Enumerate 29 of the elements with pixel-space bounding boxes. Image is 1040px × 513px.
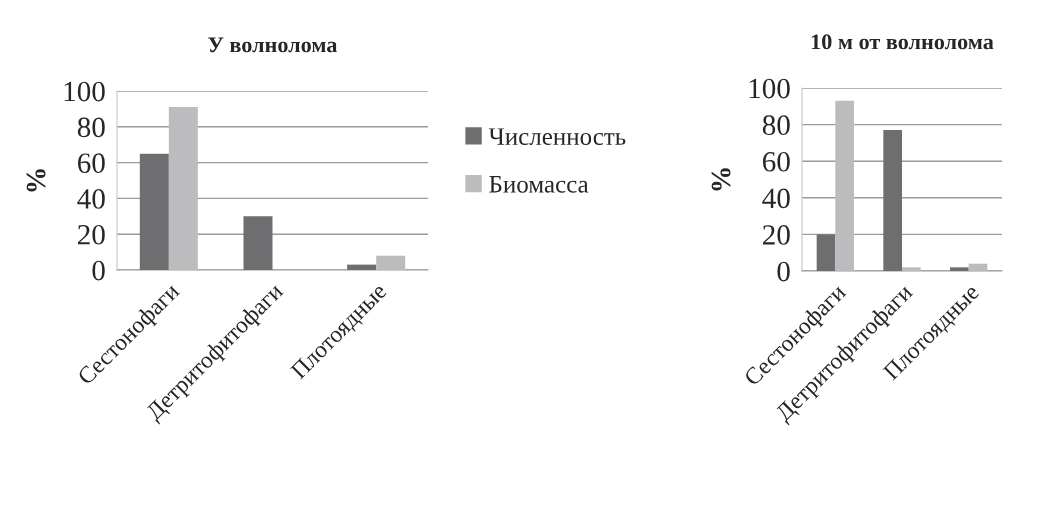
bar	[902, 267, 921, 271]
bar	[816, 234, 836, 271]
y-tick-label: 40	[77, 189, 105, 209]
chart-title: У волнолома	[208, 37, 338, 53]
bar	[139, 153, 169, 270]
y-tick-label: 20	[78, 224, 105, 245]
y-tick-label: 60	[762, 151, 790, 172]
bar	[376, 255, 406, 270]
y-tick-label: 80	[77, 117, 105, 138]
y-axis-title: %	[26, 169, 46, 192]
legend-label: Биомасса	[489, 176, 589, 193]
bar	[243, 216, 273, 270]
y-tick-label: 100	[64, 81, 105, 102]
chart-title: 10 м от волнолома	[811, 34, 994, 50]
y-tick-label: 40	[762, 188, 790, 209]
bar	[347, 264, 377, 270]
y-tick-label: 60	[77, 153, 105, 174]
y-tick-label: 0	[92, 260, 105, 281]
legend-label: Численность	[488, 128, 626, 146]
y-tick-label: 20	[763, 225, 790, 245]
y-tick-label: 80	[762, 115, 790, 136]
bar	[968, 263, 988, 271]
bar	[883, 130, 902, 271]
bar	[950, 267, 969, 271]
y-axis-title: %	[711, 168, 731, 191]
y-tick-label: 0	[777, 261, 790, 282]
y-tick-label: 100	[749, 78, 790, 99]
bar	[835, 100, 854, 271]
bar	[168, 107, 198, 270]
